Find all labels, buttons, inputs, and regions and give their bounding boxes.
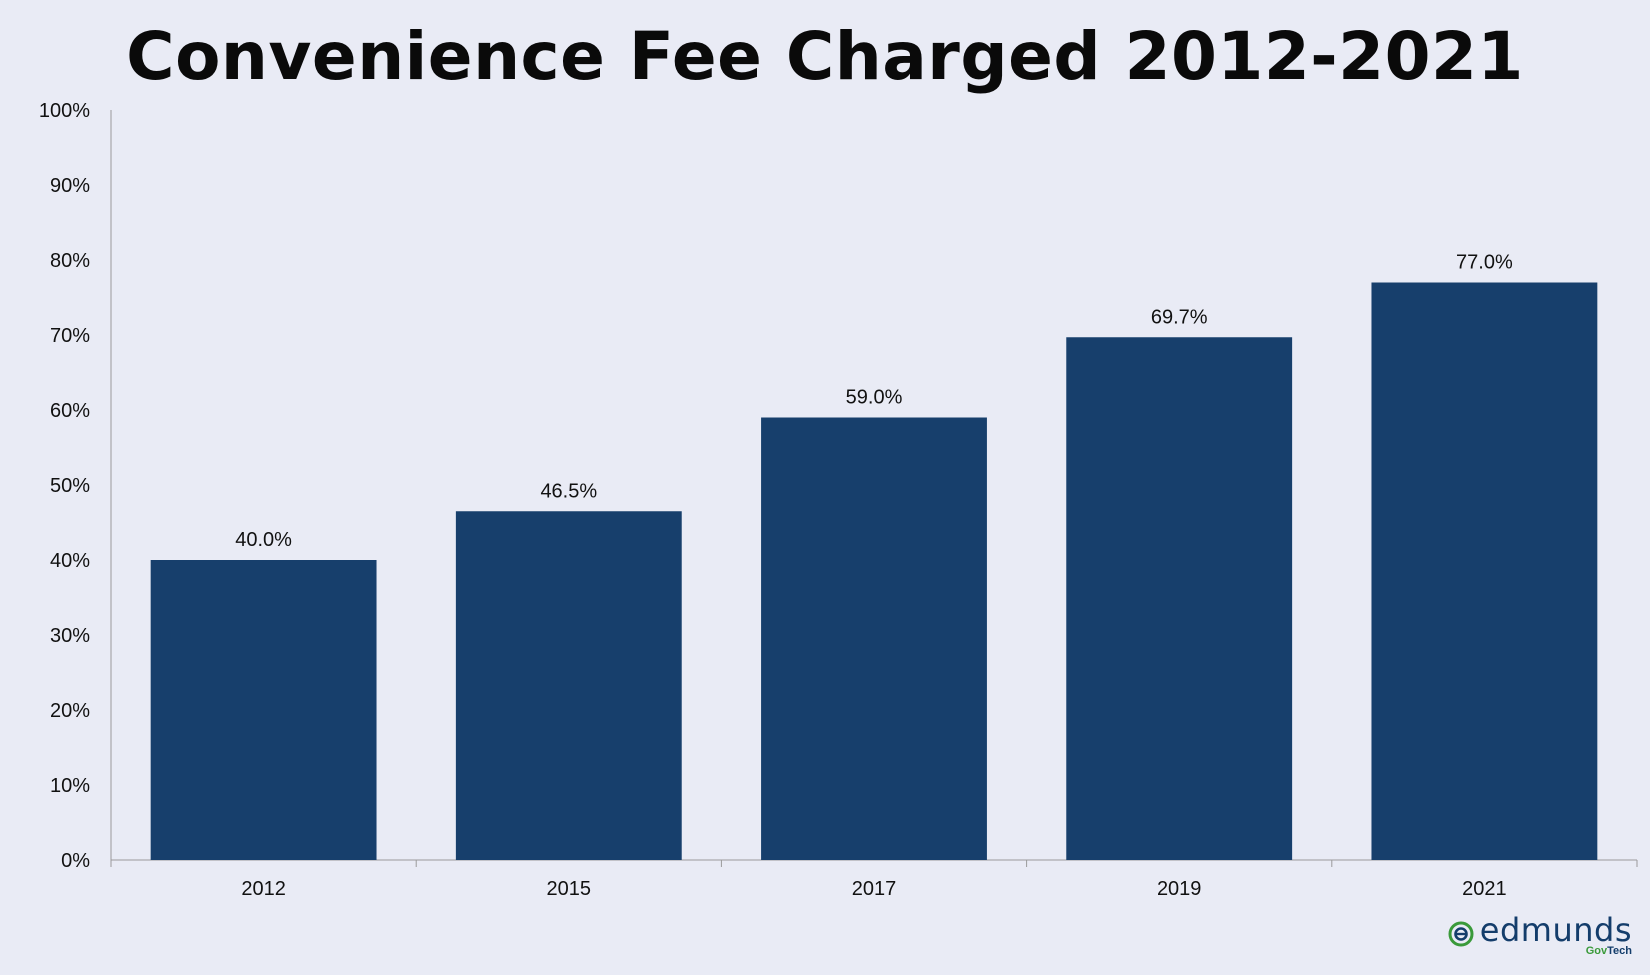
- data-label-2017: 59.0%: [846, 387, 903, 409]
- y-tick-label: 100%: [39, 100, 90, 122]
- logo-subtitle: GovTech: [1585, 945, 1632, 957]
- y-tick-label: 20%: [50, 700, 90, 722]
- x-axis: 2012 2015 2017 2019 2021: [110, 859, 1638, 900]
- data-label-2021: 77.0%: [1456, 252, 1513, 274]
- logo-wordmark: edmunds: [1479, 911, 1632, 949]
- data-label-2019: 69.7%: [1151, 306, 1208, 328]
- x-tick-label-2015: 2015: [547, 878, 592, 900]
- data-label-2012: 40.0%: [235, 529, 292, 551]
- data-labels: 40.0% 46.5% 59.0% 69.7% 77.0%: [235, 252, 1513, 552]
- y-tick-label: 10%: [50, 775, 90, 797]
- x-tick-label-2017: 2017: [852, 878, 897, 900]
- bar-2015: [455, 511, 682, 860]
- x-tick-label-2012: 2012: [241, 878, 286, 900]
- logo-text: edmunds GovTech: [1480, 913, 1632, 957]
- y-tick-label: 80%: [50, 250, 90, 272]
- bar-2019: [1066, 337, 1293, 860]
- y-tick-label: 40%: [50, 550, 90, 572]
- y-tick-label: 90%: [50, 175, 90, 197]
- bar-2021: [1371, 282, 1598, 860]
- y-tick-label: 30%: [50, 625, 90, 647]
- y-tick-label: 0%: [61, 850, 90, 872]
- bar-2017: [761, 417, 987, 860]
- y-tick-label: 60%: [50, 400, 90, 422]
- logo-mark-icon: [1448, 921, 1474, 947]
- y-tick-label: 70%: [50, 325, 90, 347]
- edmunds-govtech-logo: edmunds GovTech: [1448, 913, 1632, 961]
- y-axis: 0% 10% 20% 30% 40% 50% 60% 70% 80% 90% 100%: [39, 100, 112, 872]
- chart-title: Convenience Fee Charged 2012-2021: [126, 18, 1524, 95]
- y-tick-label: 50%: [50, 475, 90, 497]
- data-label-2015: 46.5%: [540, 480, 597, 502]
- x-tick-label-2019: 2019: [1157, 878, 1202, 900]
- bars: [150, 282, 1598, 860]
- bar-2012: [150, 560, 377, 860]
- x-tick-label-2021: 2021: [1462, 878, 1507, 900]
